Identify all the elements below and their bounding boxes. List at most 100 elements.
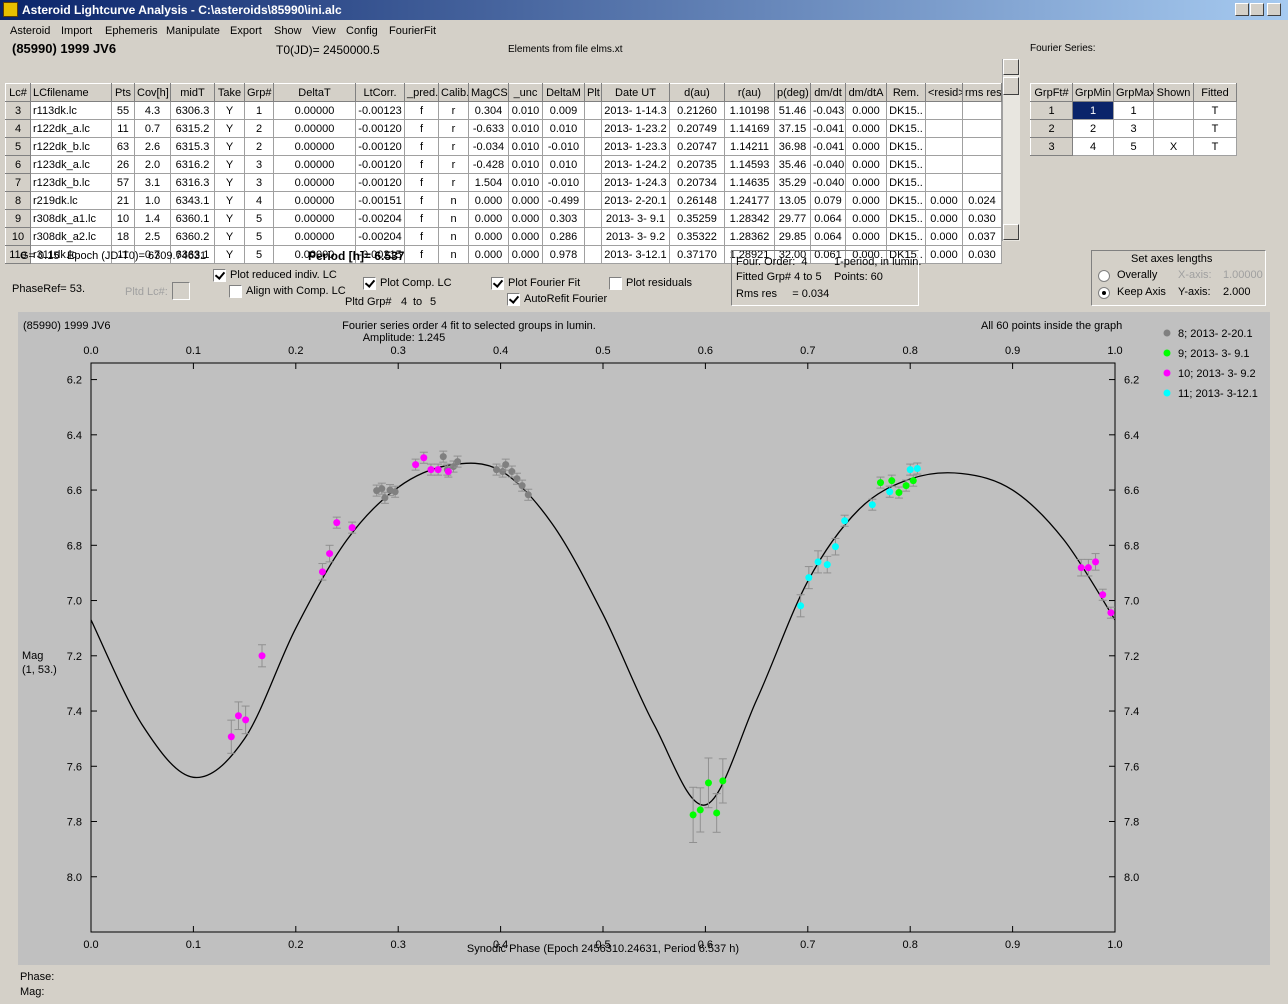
radio-button[interactable]	[1098, 287, 1110, 299]
table-cell[interactable]: 1	[1072, 101, 1114, 120]
table-row[interactable]: 7 r123dk_b.lc 57 3.1 6316.3 Y 3 0.00000 -0.00120…	[5, 173, 1002, 192]
table-row[interactable]: 6 r123dk_a.lc 26 2.0 6316.2 Y 3 0.00000 -0.00120…	[5, 155, 1002, 174]
menu-item[interactable]: Ephemeris	[105, 25, 158, 37]
table-cell: 2013- 3- 9.1	[601, 209, 670, 228]
y-tick-label: 6.6	[67, 485, 82, 497]
table-cell	[925, 155, 963, 174]
checkbox-label[interactable]: AutoRefit Fourier	[524, 293, 608, 305]
column-header[interactable]: DeltaT	[273, 83, 356, 102]
table-cell[interactable]	[1153, 119, 1194, 138]
column-header[interactable]: d(au)	[669, 83, 725, 102]
pltd-lc-spinner[interactable]	[172, 282, 190, 300]
checkbox[interactable]	[491, 277, 504, 290]
menu-item[interactable]: View	[312, 25, 336, 37]
column-header[interactable]: <resid>	[925, 83, 963, 102]
column-header[interactable]: Grp#	[244, 83, 274, 102]
table-row[interactable]: 8 r219dk.lc 21 1.0 6343.1 Y 4 0.00000 -0.00151 f n…	[5, 191, 1002, 210]
column-header[interactable]: p(deg)	[774, 83, 811, 102]
table-cell[interactable]: 4	[1072, 137, 1114, 156]
close-button[interactable]	[1267, 3, 1281, 16]
table-row[interactable]: 4 r122dk_a.lc 11 0.7 6315.2 Y 2 0.00000 -0.00120…	[5, 119, 1002, 138]
scrollbar[interactable]	[1002, 59, 1020, 241]
legend-label: 9; 2013- 3- 9.1	[1178, 348, 1250, 360]
table-cell: 0.037	[962, 227, 1002, 246]
menu-item[interactable]: Config	[346, 25, 378, 37]
table-cell: -0.040	[810, 173, 846, 192]
column-header[interactable]: rms res	[962, 83, 1002, 102]
column-header[interactable]: LtCorr.	[355, 83, 405, 102]
column-header[interactable]: dm/dt	[810, 83, 846, 102]
table-cell: 11e	[5, 245, 31, 264]
checkbox[interactable]	[507, 293, 520, 306]
maximize-button[interactable]	[1250, 3, 1264, 16]
table-cell[interactable]	[1153, 101, 1194, 120]
column-header[interactable]: DeltaM	[542, 83, 585, 102]
table-cell[interactable]: 5	[1113, 137, 1154, 156]
x-tick-label: 1.0	[1107, 939, 1122, 951]
column-header[interactable]: midT	[170, 83, 215, 102]
checkbox[interactable]	[363, 277, 376, 290]
column-header[interactable]: _pred.	[404, 83, 439, 102]
column-header[interactable]: Plt	[584, 83, 602, 102]
table-cell: r122dk_b.lc	[30, 137, 112, 156]
checkbox-label[interactable]: Plot Fourier Fit	[508, 277, 581, 289]
menu-item[interactable]: Export	[230, 25, 262, 37]
column-header[interactable]: Lc#	[5, 83, 31, 102]
menu-item[interactable]: Show	[274, 25, 302, 37]
table-row[interactable]: 9 r308dk_a1.lc 10 1.4 6360.1 Y 5 0.00000 -0.0020…	[5, 209, 1002, 228]
column-header[interactable]: Rem.	[886, 83, 926, 102]
column-header[interactable]: Pts	[111, 83, 135, 102]
radio-button[interactable]	[1098, 270, 1110, 282]
scroll-thumb[interactable]	[1003, 77, 1019, 95]
table-cell	[962, 173, 1002, 192]
column-header[interactable]: Take	[214, 83, 245, 102]
menu-item[interactable]: Asteroid	[10, 25, 51, 37]
table-row[interactable]: 3 r113dk.lc 55 4.3 6306.3 Y 1 0.00000 -0.00123 f r…	[5, 101, 1002, 120]
table-cell[interactable]: 2	[1072, 119, 1114, 138]
scroll-up[interactable]	[1003, 59, 1019, 75]
checkbox-label[interactable]: Plot Comp. LC	[380, 277, 452, 289]
radio-label[interactable]: Keep Axis	[1117, 286, 1166, 298]
checkbox[interactable]	[213, 269, 226, 282]
column-header[interactable]: Date UT	[601, 83, 670, 102]
table-cell[interactable]: 3	[1113, 119, 1154, 138]
column-header[interactable]: r(au)	[724, 83, 775, 102]
table-cell[interactable]: X	[1153, 137, 1194, 156]
table-cell[interactable]: T	[1193, 137, 1237, 156]
column-header[interactable]: _unc	[508, 83, 543, 102]
checkbox[interactable]	[229, 285, 242, 298]
table-row[interactable]: 5 r122dk_b.lc 63 2.6 6315.3 Y 2 0.00000 -0.00120…	[5, 137, 1002, 156]
table-cell: -0.00120	[355, 173, 405, 192]
menu-item[interactable]: FourierFit	[389, 25, 437, 37]
scroll-down[interactable]	[1003, 224, 1019, 240]
checkbox-label[interactable]: Align with Comp. LC	[246, 285, 346, 297]
checkbox-label[interactable]: Plot residuals	[626, 277, 693, 289]
radio-label[interactable]: Overally	[1117, 269, 1158, 281]
table-cell: 0.00000	[273, 155, 356, 174]
table-cell[interactable]: 3	[1030, 137, 1073, 156]
table-cell[interactable]: 1	[1113, 101, 1154, 120]
column-header[interactable]: dm/dtA	[845, 83, 887, 102]
checkbox-label[interactable]: Plot reduced indiv. LC	[230, 269, 337, 281]
table-cell: 0.064	[810, 227, 846, 246]
x-tick-label: 0.9	[1005, 939, 1020, 951]
column-header[interactable]: MagCS	[468, 83, 509, 102]
table-cell[interactable]: 2	[1030, 119, 1073, 138]
menu-item[interactable]: Import	[61, 25, 93, 37]
table-row[interactable]: 10 r308dk_a2.lc 18 2.5 6360.2 Y 5 0.00000 -0.002…	[5, 227, 1002, 246]
menu-item[interactable]: Manipulate	[166, 25, 220, 37]
table-cell[interactable]: T	[1193, 119, 1237, 138]
minimize-button[interactable]	[1235, 3, 1249, 16]
table-cell[interactable]: T	[1193, 101, 1237, 120]
column-header[interactable]: Calib.	[438, 83, 469, 102]
column-header[interactable]: Cov[h]	[134, 83, 171, 102]
table-cell: f	[404, 101, 439, 120]
table-cell: 0.010	[508, 101, 543, 120]
checkbox[interactable]	[609, 277, 622, 290]
table-cell[interactable]: 1	[1030, 101, 1073, 120]
column-header[interactable]: LCfilename	[30, 83, 112, 102]
table-row[interactable]: 11e r311dk.lc 11 0.7 6363.1 Y 5 0.00000 -0.00215…	[5, 245, 1002, 264]
